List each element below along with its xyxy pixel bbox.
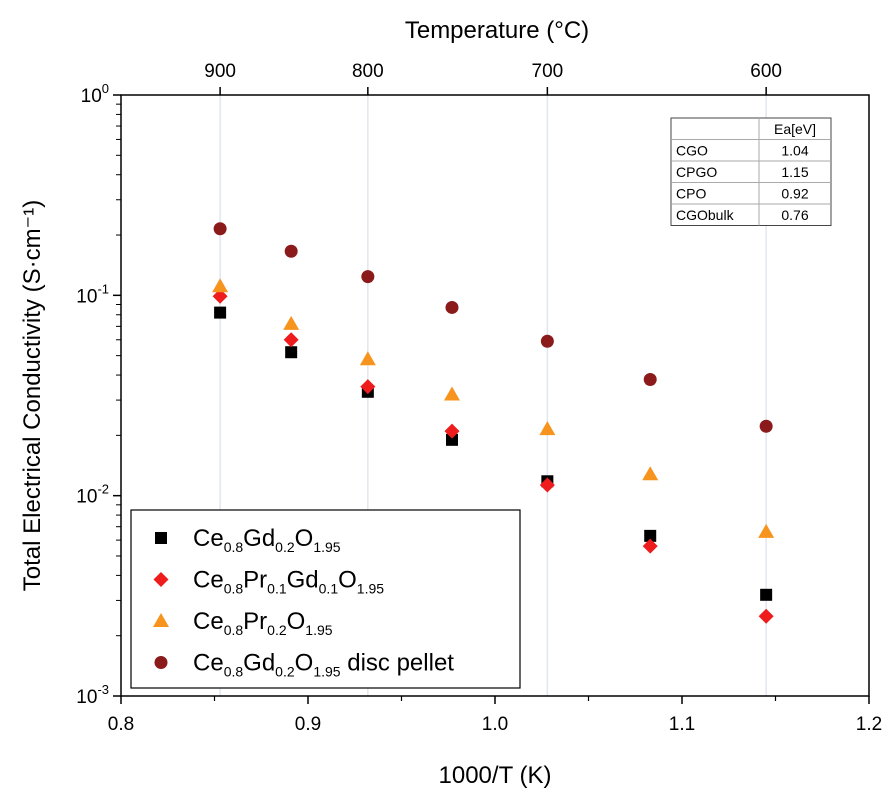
table-cell-name: CPGO: [676, 164, 717, 180]
data-point: [212, 278, 229, 293]
x-tick-label: 1.0: [482, 714, 508, 735]
legend-label: Ce0.8Gd0.2O1.95 disc pellet: [193, 650, 454, 680]
data-point: [214, 306, 227, 319]
table-cell-name: CGObulk: [676, 207, 735, 223]
legend-label: Ce0.8Pr0.2O1.95: [193, 608, 333, 638]
table-cell-name: CPO: [676, 186, 706, 202]
x-tick-label: 0.8: [108, 714, 134, 735]
table-cell-value: 1.15: [781, 164, 808, 180]
data-point: [360, 379, 376, 395]
data-point: [445, 433, 458, 446]
data-point: [284, 244, 298, 258]
top-x-axis-title: Temperature (°C): [405, 17, 589, 44]
table-cell-value: 0.92: [781, 186, 808, 202]
table-cell-name: CGO: [676, 143, 708, 159]
top-x-tick-label: 700: [532, 61, 564, 82]
data-point: [758, 523, 775, 538]
series-3: [212, 278, 775, 538]
x-tick-label: 0.9: [295, 714, 321, 735]
y-tick-label: 100: [81, 81, 109, 107]
data-point: [285, 346, 298, 359]
data-point: [539, 421, 556, 436]
data-point: [539, 477, 555, 493]
data-point: [213, 222, 227, 236]
data-point: [643, 373, 657, 387]
data-point: [444, 423, 460, 439]
legend-marker: [153, 572, 169, 587]
top-x-tick-label: 800: [352, 61, 384, 82]
data-point: [443, 386, 460, 401]
x-tick-label: 1.2: [856, 714, 882, 735]
legend-label: Ce0.8Gd0.2O1.95: [193, 525, 341, 555]
table-cell-value: 0.76: [781, 207, 808, 223]
legend: Ce0.8Gd0.2O1.95 Ce0.8Pr0.1Gd0.1O1.95 Ce0.8…: [130, 509, 521, 689]
data-point: [644, 529, 657, 542]
legend-marker: [155, 532, 167, 544]
x-axis-title: 1000/T (K): [439, 762, 552, 789]
legend-frame: [130, 509, 521, 689]
y-axis-title: Total Electrical Conductivity (S·cm⁻¹): [19, 200, 46, 591]
legend-marker: [153, 613, 169, 627]
data-point: [760, 588, 773, 601]
data-point: [283, 332, 299, 348]
data-point: [758, 608, 774, 624]
y-tick-label: 10-2: [76, 482, 109, 508]
x-tick-label: 1.1: [669, 714, 695, 735]
data-point: [642, 538, 658, 554]
y-tick-labels: 100 10-1 10-2 10-3: [76, 81, 109, 708]
series-4: [213, 222, 773, 433]
data-point: [212, 288, 228, 304]
data-point: [361, 270, 375, 284]
top-x-tick-label: 600: [750, 61, 782, 82]
data-point: [759, 419, 773, 433]
top-x-tick-label: 900: [204, 61, 236, 82]
data-points: [212, 222, 775, 624]
series-2: [212, 288, 774, 624]
legend-marker: [154, 656, 168, 669]
table-cell-value: Ea[eV]: [774, 121, 816, 137]
data-point: [445, 300, 459, 314]
data-point: [359, 351, 376, 366]
activation-energy-table: Ea[eV] CGO 1.04 CPGO 1.15 CPO 0.92 CGObulk 0.76: [670, 117, 832, 226]
legend-label: Ce0.8Pr0.1Gd0.1O1.95: [193, 567, 384, 597]
axis-ticks: [113, 87, 870, 704]
y-tick-label: 10-3: [76, 682, 109, 708]
x-tick-labels: 0.8 0.9 1.0 1.1 1.2: [108, 714, 882, 735]
top-x-tick-labels: 900 800 700 600: [204, 61, 782, 82]
data-point: [540, 334, 554, 348]
data-point: [642, 466, 659, 481]
table-frame: [670, 117, 832, 226]
table-cell-value: 1.04: [781, 143, 808, 159]
y-tick-label: 10-1: [76, 281, 109, 307]
data-point: [283, 315, 300, 330]
